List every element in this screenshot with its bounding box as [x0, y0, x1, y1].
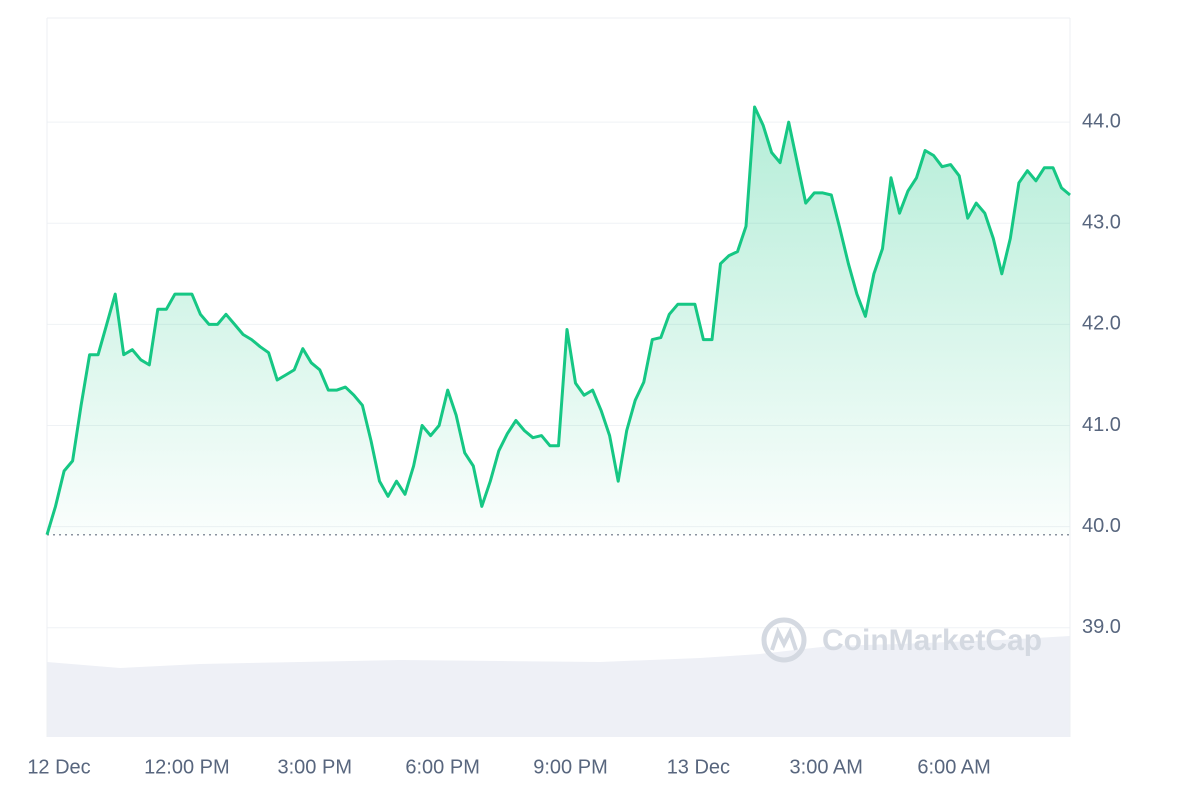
volume-area: [47, 636, 1070, 737]
price-line: [45, 105, 1071, 536]
y-tick-label: 39.0: [1082, 616, 1121, 638]
price-area: [47, 107, 1070, 535]
y-tick-label: 42.0: [1082, 313, 1121, 335]
y-tick-label: 44.0: [1082, 110, 1121, 132]
x-tick-label: 12 Dec: [27, 756, 90, 778]
x-tick-label: 12:00 PM: [144, 756, 230, 778]
x-tick-label: 6:00 PM: [405, 756, 479, 778]
x-tick-label: 13 Dec: [667, 756, 730, 778]
x-tick-label: 6:00 AM: [917, 756, 990, 778]
y-tick-label: 41.0: [1082, 414, 1121, 436]
x-tick-label: 3:00 PM: [278, 756, 352, 778]
watermark-logo: [761, 617, 807, 663]
watermark: CoinMarketCap: [822, 624, 1042, 657]
y-tick-label: 43.0: [1082, 212, 1121, 234]
x-tick-label: 9:00 PM: [533, 756, 607, 778]
y-tick-label: 40.0: [1082, 515, 1121, 537]
x-tick-label: 3:00 AM: [790, 756, 863, 778]
